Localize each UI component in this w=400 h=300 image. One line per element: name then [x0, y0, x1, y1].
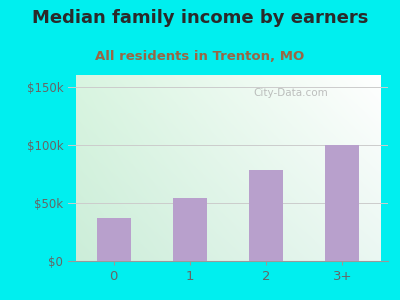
Bar [249, 170, 283, 261]
Text: City-Data.com: City-Data.com [254, 88, 328, 98]
Text: Median family income by earners: Median family income by earners [32, 9, 368, 27]
Bar [173, 198, 207, 261]
Bar [96, 218, 131, 261]
Bar [325, 145, 360, 261]
Text: All residents in Trenton, MO: All residents in Trenton, MO [95, 50, 305, 62]
